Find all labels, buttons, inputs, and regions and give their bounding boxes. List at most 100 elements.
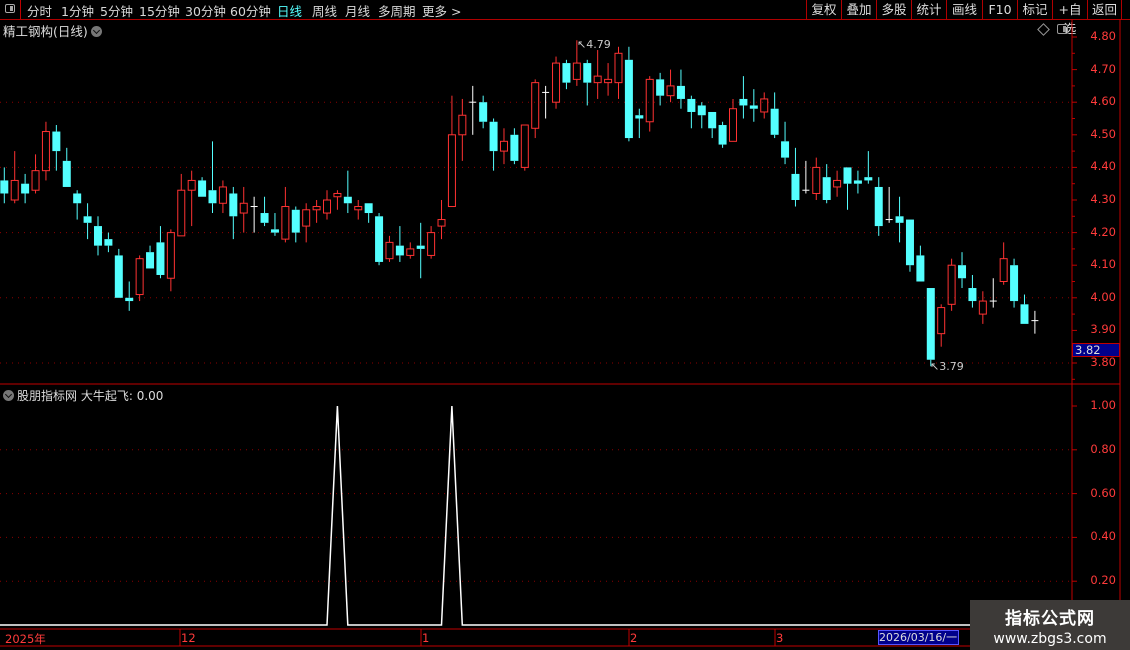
candle-body bbox=[718, 125, 727, 145]
candle-body bbox=[458, 114, 467, 136]
candle-body bbox=[1020, 304, 1029, 324]
period-tab-monthly[interactable]: 月线 bbox=[345, 4, 371, 19]
cursor-date-box: 2026/03/16/一 bbox=[878, 630, 959, 645]
candle-body bbox=[978, 300, 987, 315]
price-tick-label: 4.80 bbox=[1090, 29, 1116, 43]
candle-body bbox=[645, 78, 654, 123]
candle-body bbox=[333, 192, 342, 198]
watermark-logo: 指标公式网 www.zbgs3.com bbox=[970, 600, 1130, 650]
candle-body bbox=[135, 258, 144, 296]
candle-body bbox=[905, 219, 914, 266]
candle-body bbox=[614, 52, 623, 84]
statistics-button[interactable]: 统计 bbox=[911, 0, 946, 19]
panel-toggle-icon[interactable] bbox=[1057, 24, 1068, 34]
candle-body bbox=[291, 209, 300, 233]
back-button[interactable]: 返回 bbox=[1087, 0, 1122, 19]
low-price-marker: ↖3.79 bbox=[930, 360, 964, 373]
multi-stock-button[interactable]: 多股 bbox=[876, 0, 911, 19]
candle-body bbox=[968, 288, 977, 302]
stock-name: 精工钢构(日线) bbox=[3, 24, 88, 39]
candle-body bbox=[770, 108, 779, 135]
candle-body bbox=[406, 248, 415, 256]
candle-body bbox=[83, 216, 92, 223]
overlay-button[interactable]: 叠加 bbox=[841, 0, 876, 19]
time-label: 1 bbox=[422, 631, 430, 645]
indicator-value: 大牛起飞: 0.00 bbox=[80, 389, 164, 403]
period-tab-daily[interactable]: 日线 bbox=[277, 4, 303, 19]
watermark-title: 指标公式网 bbox=[1005, 609, 1095, 629]
period-tab-multi[interactable]: 多周期 bbox=[378, 4, 416, 19]
price-tick-label: 4.70 bbox=[1090, 61, 1116, 76]
chevron-down-icon[interactable] bbox=[90, 26, 102, 37]
candle-body bbox=[323, 199, 332, 214]
candle-body bbox=[510, 134, 519, 161]
period-tab-fenshi[interactable]: 分时 bbox=[27, 4, 53, 19]
candle-body bbox=[843, 167, 852, 184]
indicator-header[interactable]: 股朋指标网 大牛起飞: 0.00 bbox=[3, 387, 163, 404]
candle-body bbox=[354, 206, 363, 211]
draw-line-button[interactable]: 画线 bbox=[946, 0, 982, 19]
price-tick-label: 3.90 bbox=[1090, 322, 1116, 337]
chevron-down-icon[interactable] bbox=[3, 390, 14, 401]
candle-body bbox=[364, 203, 373, 214]
period-tab-60min[interactable]: 60分钟 bbox=[230, 4, 271, 19]
candle-body bbox=[739, 98, 748, 106]
candle-body bbox=[916, 255, 925, 282]
chart-title[interactable]: 精工钢构(日线) bbox=[3, 21, 102, 40]
time-label: 2025年 bbox=[5, 632, 46, 646]
candle-body bbox=[552, 62, 561, 103]
indicator-tick-label: 1.00 bbox=[1090, 398, 1116, 412]
period-tab-30min[interactable]: 30分钟 bbox=[185, 4, 226, 19]
high-price-marker: ↖4.79 bbox=[577, 38, 611, 51]
candle-body bbox=[281, 206, 290, 240]
candle-body bbox=[146, 252, 155, 269]
candle-body bbox=[125, 297, 134, 302]
candle-body bbox=[593, 75, 602, 84]
price-tick-label: 4.20 bbox=[1090, 224, 1116, 239]
period-tab-1min[interactable]: 1分钟 bbox=[61, 4, 94, 19]
fuquan-button[interactable]: 复权 bbox=[806, 0, 841, 19]
mark-button[interactable]: 标记 bbox=[1017, 0, 1052, 19]
candle-body bbox=[270, 229, 279, 233]
period-tab-5min[interactable]: 5分钟 bbox=[100, 4, 133, 19]
candle-body bbox=[687, 98, 696, 112]
candle-body bbox=[187, 179, 196, 191]
candle-body bbox=[926, 288, 935, 360]
indicator-tick-label: 0.60 bbox=[1090, 485, 1116, 500]
candle-body bbox=[198, 180, 207, 197]
f10-button[interactable]: F10 bbox=[982, 0, 1017, 19]
candle-body bbox=[947, 264, 956, 305]
candle-body bbox=[437, 219, 446, 227]
candle-body bbox=[531, 82, 540, 129]
candle-body bbox=[239, 202, 248, 214]
period-tab-15min[interactable]: 15分钟 bbox=[139, 4, 180, 19]
candle-body bbox=[10, 179, 19, 201]
candle-body bbox=[729, 108, 737, 142]
candle-body bbox=[395, 245, 404, 256]
period-tab-more[interactable]: 更多 > bbox=[422, 4, 462, 19]
candle-body bbox=[208, 190, 217, 204]
candle-body bbox=[302, 209, 311, 227]
candle-body bbox=[343, 196, 352, 204]
candle-body bbox=[937, 307, 946, 335]
indicator-tick-label: 0.40 bbox=[1090, 529, 1116, 544]
toggle-panel-icon[interactable] bbox=[0, 0, 21, 19]
candle-body bbox=[895, 216, 904, 223]
candle-body bbox=[604, 78, 613, 84]
candle-body bbox=[572, 62, 581, 80]
period-tab-weekly[interactable]: 周线 bbox=[312, 4, 338, 19]
candle-body bbox=[781, 141, 790, 158]
price-tick-label: 4.00 bbox=[1090, 289, 1116, 304]
toolbar bbox=[0, 0, 1130, 20]
price-tick-label: 3.80 bbox=[1090, 355, 1116, 369]
candle-body bbox=[489, 121, 498, 152]
candle-body bbox=[760, 98, 769, 113]
candle-body bbox=[104, 239, 113, 246]
time-label: 3 bbox=[776, 631, 784, 645]
candle-body bbox=[156, 242, 165, 275]
candle-body bbox=[791, 173, 800, 200]
indicator-tick-label: 0.20 bbox=[1090, 573, 1116, 588]
candle-body bbox=[864, 177, 873, 181]
candle-body bbox=[958, 265, 967, 279]
